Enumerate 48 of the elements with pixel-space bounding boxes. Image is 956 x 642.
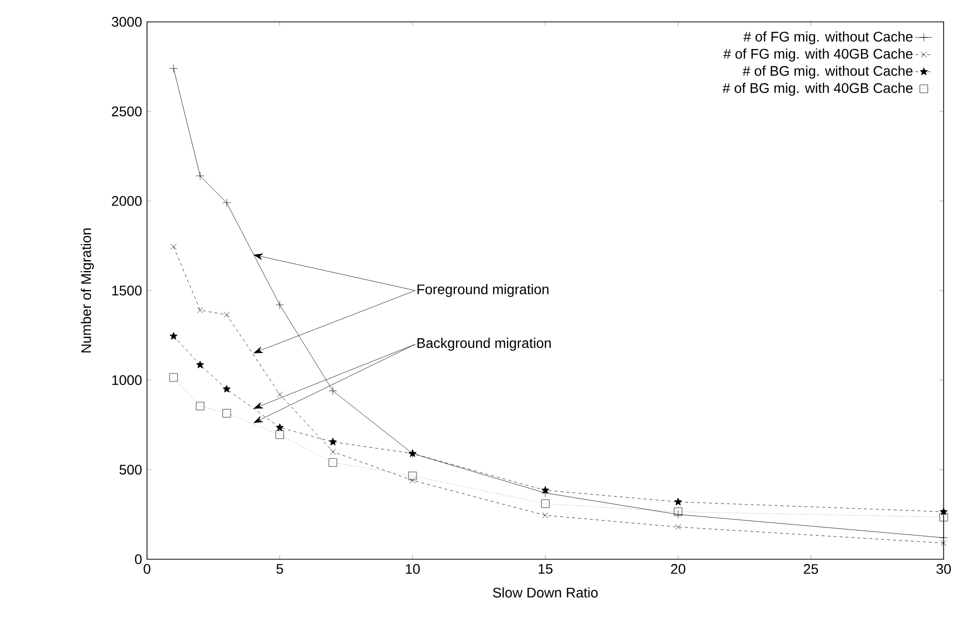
- x-tick-label: 30: [936, 564, 951, 574]
- x-tick-label: 5: [276, 564, 284, 574]
- point: [224, 312, 230, 318]
- point: [196, 402, 204, 410]
- y-tick-label: 2500: [112, 106, 142, 116]
- point: [276, 430, 284, 440]
- legend-label: # of BG mig. with 40GB Cache: [722, 82, 913, 96]
- annotation: Foreground migration: [418, 284, 548, 298]
- point: [222, 409, 231, 418]
- point: [541, 486, 550, 494]
- point: [541, 500, 550, 508]
- point: [197, 307, 204, 314]
- point: [196, 360, 204, 368]
- y-tick-label: 1000: [112, 375, 142, 386]
- x-tick-label: 0: [144, 564, 150, 574]
- x-axis-title: Slow Down Ratio: [493, 588, 598, 598]
- point: [674, 508, 682, 516]
- point: [542, 512, 548, 519]
- point: [328, 458, 338, 467]
- point: [330, 448, 336, 455]
- annotation: Background migration: [418, 338, 551, 351]
- point: [169, 373, 178, 382]
- legend-label: # of FG mig. without Cache: [743, 32, 913, 45]
- point: [276, 424, 284, 432]
- y-tick-label: 500: [120, 464, 142, 475]
- legend-label: # of BG mig. without Cache: [742, 66, 913, 79]
- y-tick-label: 2000: [112, 196, 142, 206]
- x-tick-label: 15: [538, 564, 552, 574]
- point: [170, 332, 178, 340]
- point: [940, 540, 947, 546]
- point: [276, 392, 283, 398]
- point: [675, 524, 682, 530]
- point: [170, 244, 177, 250]
- y-axis-title: Number of Migration: [80, 228, 94, 353]
- point: [939, 513, 948, 522]
- x-tick-label: 10: [406, 564, 420, 574]
- point: [328, 438, 337, 446]
- y-tick-label: 3000: [112, 17, 142, 27]
- x-tick-label: 20: [671, 564, 686, 574]
- point: [410, 478, 416, 484]
- y-tick-label: 1500: [112, 286, 142, 296]
- x-tick-label: 25: [804, 564, 818, 574]
- y-tick-label: 0: [134, 554, 142, 564]
- point: [222, 385, 231, 393]
- legend-label: # of FG mig. with 40GB Cache: [723, 48, 913, 62]
- point: [940, 508, 948, 516]
- point: [674, 498, 682, 506]
- point: [408, 472, 417, 480]
